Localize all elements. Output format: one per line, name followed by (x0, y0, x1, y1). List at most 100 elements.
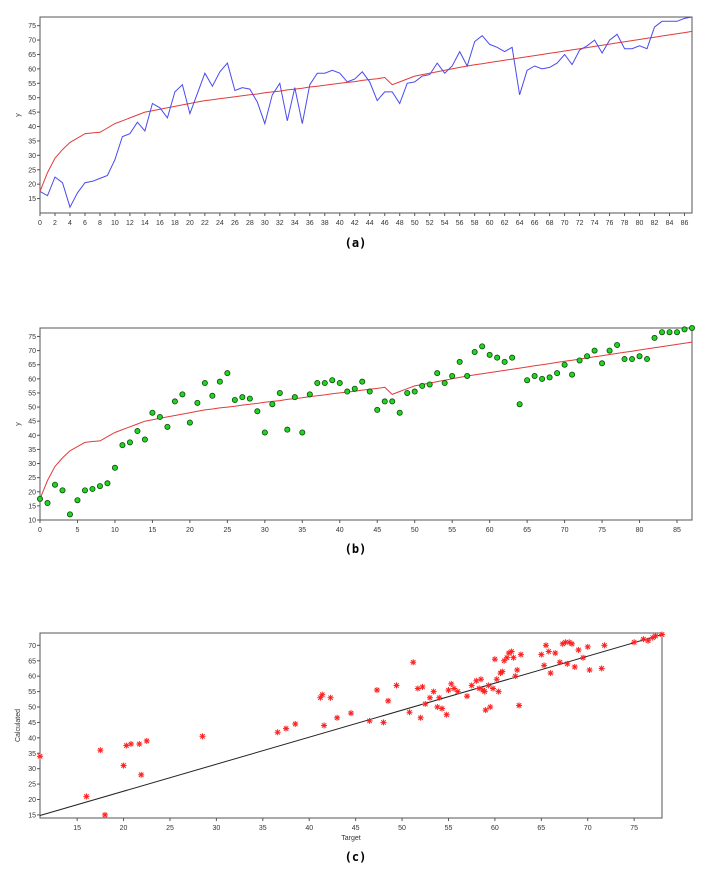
chart-b-data-point (119, 442, 126, 449)
chart-c-data-point (138, 771, 145, 778)
asterisk-stroke (538, 652, 544, 658)
chart-b-y-tick-label: 60 (28, 376, 36, 383)
chart-c-data-point (136, 741, 143, 747)
chart-c-data-point (659, 631, 665, 638)
chart-b-y-tick-label: 30 (28, 461, 36, 468)
chart-a-x-tick-label: 20 (186, 220, 194, 227)
asterisk-stroke (482, 689, 488, 695)
asterisk-stroke (496, 689, 502, 695)
chart-a-x-tick-label: 0 (38, 220, 42, 227)
chart-a-x-tick-label: 12 (126, 220, 134, 227)
asterisk-stroke (448, 681, 454, 687)
chart-a-x-tick-label: 52 (426, 220, 434, 227)
chart-a-x-tick-label: 54 (441, 220, 449, 227)
chart-c-data-point (586, 667, 593, 673)
chart-b-data-point (276, 389, 283, 396)
chart-c-data-point (652, 633, 659, 640)
chart-c-data-point (542, 642, 549, 649)
chart-a-observed-line (39, 16, 693, 209)
chart-c-data-point (645, 637, 652, 644)
chart-c-y-tick-label: 35 (28, 751, 36, 758)
chart-c-y-tick-label: 45 (28, 720, 36, 727)
chart-b-data-point (674, 329, 681, 336)
chart-b-data-point (434, 370, 441, 377)
chart-c-data-point (101, 811, 108, 818)
chart-c-data-point (580, 654, 587, 661)
chart-a-x-tick-label: 18 (171, 220, 179, 227)
chart-a-y-tick-label: 60 (28, 66, 36, 73)
panel-a: 0 2 4 6 8 10 12 14 16 18 20 22 24 26 28 30 32 34 36 38 40 42 4… (0, 0, 711, 240)
chart-c-data-point (123, 742, 130, 749)
chart-b-data-point (306, 391, 313, 398)
chart-c-plot-frame (39, 632, 663, 819)
asterisk-stroke (580, 655, 586, 661)
chart-c-data-point (541, 662, 548, 669)
chart-c-y-tick-label: 25 (28, 782, 36, 789)
chart-c-data-point (385, 697, 392, 704)
chart-a-x-tick-label: 2 (53, 220, 57, 227)
chart-c-data-point (37, 753, 43, 760)
chart-b-data-point (599, 360, 606, 367)
asterisk-stroke (557, 659, 563, 665)
panel-c: 15 20 25 30 35 40 45 50 55 60 65 70 75 15 20 25 30 35 40 45… (0, 625, 711, 850)
chart-a-x-tick-label: 28 (246, 220, 254, 227)
chart-b-data-point (471, 348, 478, 355)
chart-a-x-tick-label: 24 (216, 220, 224, 227)
chart-c-data-point (366, 717, 373, 724)
asterisk-stroke (566, 639, 572, 645)
chart-b-data-point (411, 388, 418, 395)
asterisk-stroke (444, 712, 450, 718)
chart-b-data-point (314, 380, 321, 387)
caption-a: (a) (344, 236, 367, 250)
chart-a-x-tick-label: 30 (261, 220, 269, 227)
asterisk-stroke (587, 667, 593, 673)
chart-c-data-point (426, 694, 433, 701)
chart-b-data-point (51, 481, 58, 488)
chart-b-y-tick-label: 10 (28, 518, 36, 525)
chart-c-data-point (292, 720, 299, 727)
asterisk-stroke (199, 733, 206, 739)
chart-a-x-tick-label: 50 (411, 220, 419, 227)
chart-b-y-tick-label: 75 (28, 334, 36, 341)
asterisk-stroke (599, 665, 605, 672)
chart-c-data-point (508, 648, 515, 655)
chart-b-data-point (591, 347, 598, 354)
chart-b-x-tick-label: 35 (298, 527, 306, 534)
asterisk-stroke (548, 670, 554, 676)
chart-a-y-tick-label: 50 (28, 95, 36, 102)
chart-c-data-point (143, 737, 150, 744)
chart-b-data-point (494, 354, 501, 361)
chart-c-x-tick-label: 15 (73, 825, 81, 832)
chart-c-y-tick-label: 40 (28, 735, 36, 742)
chart-b-x-tick-label: 85 (673, 527, 681, 534)
chart-b-data-point (539, 375, 546, 382)
chart-c-data-point (373, 687, 380, 694)
chart-b-x-tick-label: 15 (149, 527, 157, 534)
asterisk-stroke (575, 647, 582, 653)
chart-b-data-point (194, 399, 201, 406)
chart-a-x-tick-label: 74 (591, 220, 599, 227)
chart-c-data-point (127, 741, 134, 747)
chart-b-data-point (186, 419, 193, 426)
chart-b-data-point (149, 409, 156, 416)
chart-c-data-point (430, 688, 437, 695)
chart-a-x-tick-label: 32 (276, 220, 284, 227)
asterisk-stroke (469, 682, 475, 688)
chart-b-data-point (239, 394, 246, 401)
asterisk-stroke (422, 701, 428, 707)
chart-b-data-point (329, 377, 336, 384)
chart-b-data-point (404, 389, 411, 396)
chart-c-data-point (571, 663, 578, 670)
chart-c-data-point (640, 636, 647, 643)
chart-c-data-point (564, 660, 571, 667)
asterisk-stroke (37, 753, 43, 759)
chart-a-x-tick-label: 60 (486, 220, 494, 227)
chart-a-y-tick-label: 45 (28, 110, 36, 117)
chart-b-data-point (104, 480, 111, 487)
chart-b-data-point (216, 378, 223, 385)
chart-c-data-point (510, 654, 517, 661)
asterisk-stroke (640, 636, 646, 642)
asterisk-stroke (385, 698, 391, 704)
asterisk-stroke (367, 718, 373, 724)
chart-c-data-point (481, 688, 488, 695)
